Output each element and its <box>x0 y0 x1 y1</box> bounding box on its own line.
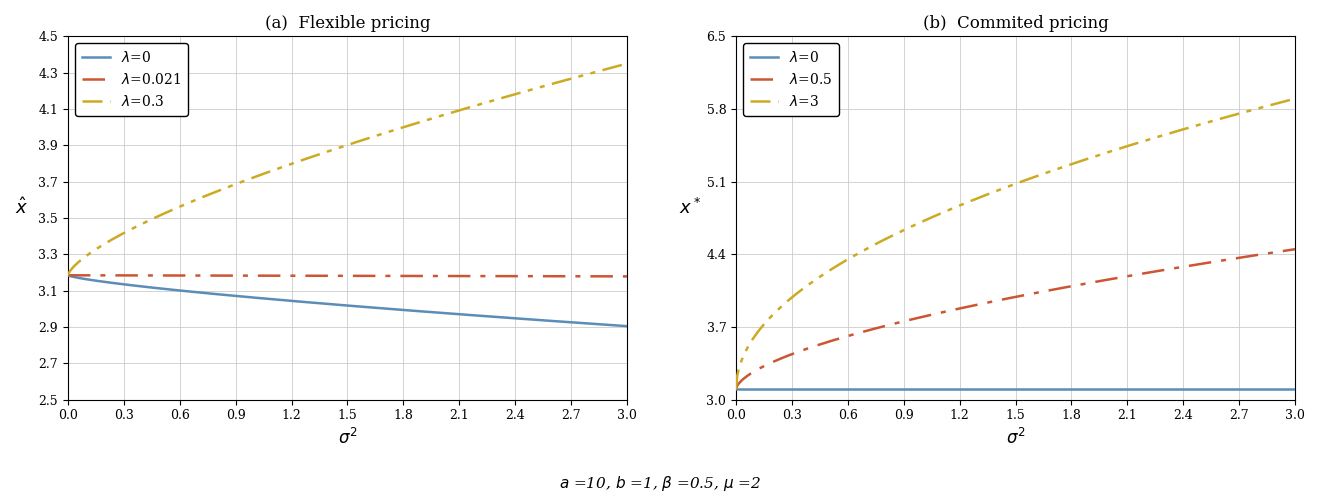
$\lambda$=0 <box>326 301 342 307</box>
$\lambda$=0.5 <box>994 297 1010 303</box>
$\lambda$=0 <box>994 386 1010 392</box>
$\lambda$=0 <box>1287 386 1303 392</box>
$\lambda$=0 <box>729 386 744 392</box>
$\lambda$=0.021 <box>393 273 409 279</box>
$\lambda$=0 <box>59 272 75 278</box>
Legend: $\lambda$=0, $\lambda$=0.021, $\lambda$=0.3: $\lambda$=0, $\lambda$=0.021, $\lambda$=… <box>75 43 187 116</box>
$\lambda$=0.3 <box>519 88 535 94</box>
$\lambda$=0.3 <box>619 61 635 67</box>
$\lambda$=3 <box>997 185 1012 191</box>
$\lambda$=0.021 <box>363 273 379 279</box>
Legend: $\lambda$=0, $\lambda$=0.5, $\lambda$=3: $\lambda$=0, $\lambda$=0.5, $\lambda$=3 <box>743 43 840 116</box>
$\lambda$=0.021 <box>59 272 75 278</box>
$\lambda$=0.3 <box>606 64 622 70</box>
$\lambda$=3 <box>729 386 744 392</box>
X-axis label: $\sigma^2$: $\sigma^2$ <box>338 428 358 448</box>
$\lambda$=3 <box>1274 99 1290 105</box>
X-axis label: $\sigma^2$: $\sigma^2$ <box>1006 428 1026 448</box>
Line: $\lambda$=0.021: $\lambda$=0.021 <box>67 275 627 276</box>
$\lambda$=0.3 <box>329 145 345 151</box>
$\lambda$=0 <box>329 302 345 308</box>
$\lambda$=0 <box>393 307 409 313</box>
$\lambda$=0.3 <box>326 146 342 152</box>
$\lambda$=0 <box>519 316 535 322</box>
$\lambda$=0.5 <box>997 296 1012 302</box>
$\lambda$=0.021 <box>519 273 535 279</box>
$\lambda$=0.5 <box>1274 248 1290 254</box>
Line: $\lambda$=0.3: $\lambda$=0.3 <box>67 64 627 275</box>
$\lambda$=0.5 <box>1187 262 1203 268</box>
$\lambda$=0.5 <box>1287 246 1303 252</box>
$\lambda$=0.5 <box>1061 284 1077 290</box>
$\lambda$=0 <box>606 322 622 328</box>
$\lambda$=3 <box>1187 123 1203 129</box>
$\lambda$=0 <box>1274 386 1290 392</box>
Text: $a$ =10, $b$ =1, $\beta$ =0.5, $\mu$ =2: $a$ =10, $b$ =1, $\beta$ =0.5, $\mu$ =2 <box>558 474 762 493</box>
$\lambda$=3 <box>994 186 1010 192</box>
$\lambda$=0 <box>1187 386 1203 392</box>
$\lambda$=0.3 <box>363 134 379 140</box>
$\lambda$=3 <box>1061 162 1077 168</box>
$\lambda$=0.5 <box>1031 289 1047 295</box>
$\lambda$=0.3 <box>59 272 75 278</box>
$\lambda$=0 <box>363 304 379 310</box>
Title: (b)  Commited pricing: (b) Commited pricing <box>923 15 1109 32</box>
$\lambda$=0.3 <box>393 125 409 131</box>
$\lambda$=0.021 <box>329 273 345 279</box>
Y-axis label: $\hat{x}$: $\hat{x}$ <box>15 197 28 218</box>
Title: (a)  Flexible pricing: (a) Flexible pricing <box>265 15 430 32</box>
$\lambda$=0 <box>997 386 1012 392</box>
$\lambda$=0.021 <box>326 273 342 279</box>
Y-axis label: $x^*$: $x^*$ <box>678 198 701 218</box>
Line: $\lambda$=3: $\lambda$=3 <box>737 99 1295 389</box>
$\lambda$=3 <box>1031 172 1047 178</box>
$\lambda$=0.021 <box>619 273 635 279</box>
$\lambda$=3 <box>1287 96 1303 102</box>
$\lambda$=0 <box>1031 386 1047 392</box>
$\lambda$=0 <box>1061 386 1077 392</box>
$\lambda$=0.5 <box>729 386 744 392</box>
Line: $\lambda$=0.5: $\lambda$=0.5 <box>737 249 1295 389</box>
$\lambda$=0.021 <box>606 273 622 279</box>
Line: $\lambda$=0: $\lambda$=0 <box>67 275 627 326</box>
$\lambda$=0 <box>619 323 635 329</box>
